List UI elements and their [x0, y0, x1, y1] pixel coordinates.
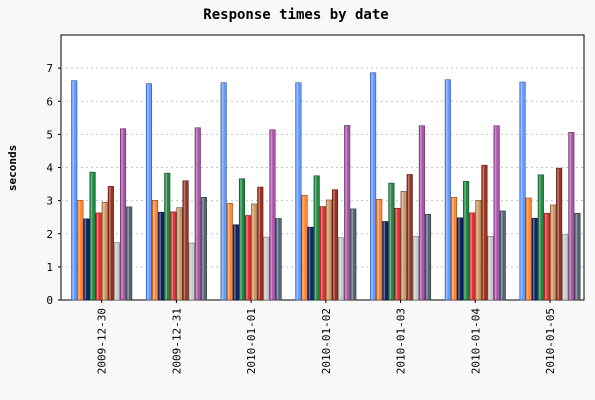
- y-axis-label: seconds: [6, 145, 19, 191]
- bar: [388, 182, 395, 301]
- x-axis-ticks: 2009-12-30 2009-12-31 2010-01-01 2010-01-02…: [96, 300, 557, 374]
- y-tick-label: 7: [46, 62, 53, 75]
- y-tick-label: 6: [46, 95, 53, 108]
- bar: [519, 81, 526, 301]
- bar: [275, 218, 282, 301]
- bar: [152, 199, 159, 301]
- bar: [574, 212, 581, 301]
- bar: [456, 217, 464, 301]
- bar: [101, 201, 108, 301]
- bar: [344, 125, 351, 301]
- bar: [83, 218, 90, 301]
- bar: [307, 226, 314, 301]
- y-axis-ticks: 0 1 2 3 4 5 6 7: [46, 62, 61, 307]
- bar: [170, 211, 177, 301]
- bar: [469, 212, 476, 301]
- bar: [251, 203, 258, 301]
- bar: [95, 212, 102, 301]
- bar: [113, 242, 120, 301]
- bar: [145, 83, 153, 301]
- bar: [406, 174, 413, 301]
- bar: [220, 82, 227, 301]
- bar: [412, 236, 419, 301]
- bar: [257, 186, 264, 301]
- bar: [549, 204, 557, 301]
- bar: [120, 128, 127, 301]
- bar: [158, 211, 165, 301]
- bar: [394, 207, 401, 301]
- bar: [338, 237, 345, 301]
- x-tick-label: 2009-12-30: [96, 308, 109, 374]
- x-tick-label: 2010-01-05: [544, 308, 557, 374]
- bar: [537, 174, 544, 301]
- bar: [176, 207, 183, 301]
- bar: [331, 189, 339, 301]
- bar: [543, 212, 550, 301]
- bar: [188, 242, 195, 301]
- bar: [325, 199, 332, 301]
- bar: [182, 180, 189, 301]
- bar: [269, 129, 276, 301]
- bar: [71, 80, 78, 301]
- bar: [301, 195, 308, 301]
- y-tick-label: 0: [46, 294, 53, 307]
- bar: [376, 199, 383, 301]
- x-tick-label: 2010-01-03: [395, 308, 408, 374]
- bar: [295, 82, 302, 301]
- bars: [71, 72, 581, 301]
- y-tick-label: 3: [46, 195, 53, 208]
- bar: [232, 224, 239, 301]
- bar: [444, 79, 451, 301]
- bar: [226, 202, 233, 301]
- bar: [313, 175, 320, 301]
- y-tick-label: 4: [46, 162, 53, 175]
- bar: [382, 221, 389, 301]
- bar: [107, 186, 114, 301]
- x-tick-label: 2010-01-01: [245, 308, 258, 374]
- bar: [194, 127, 201, 301]
- bar: [245, 215, 252, 301]
- bar: [370, 72, 377, 301]
- x-tick-label: 2010-01-02: [320, 308, 333, 374]
- bar: [319, 206, 326, 301]
- y-tick-label: 5: [46, 128, 53, 141]
- y-tick-label: 1: [46, 261, 53, 274]
- x-tick-label: 2010-01-04: [469, 308, 482, 375]
- bar: [238, 178, 246, 301]
- bar: [424, 213, 432, 301]
- bar: [531, 217, 538, 301]
- bar: [164, 172, 171, 301]
- bar: [481, 164, 488, 301]
- bar: [463, 181, 470, 301]
- bar: [450, 197, 457, 301]
- bar: [400, 191, 407, 301]
- bar: [77, 199, 84, 301]
- y-tick-label: 2: [46, 228, 53, 241]
- bar: [200, 197, 207, 301]
- bar: [562, 234, 569, 301]
- bar: [499, 210, 506, 301]
- chart-title: Response times by date: [203, 7, 388, 23]
- bar: [89, 171, 96, 301]
- bar: [556, 167, 563, 301]
- x-tick-label: 2009-12-31: [170, 308, 183, 374]
- bar: [350, 208, 357, 301]
- bar: [418, 125, 425, 301]
- bar: [487, 236, 494, 301]
- bar: [568, 132, 575, 301]
- bar: [475, 199, 482, 301]
- bar: [263, 236, 270, 301]
- bar: [525, 197, 532, 301]
- bar: [493, 125, 500, 301]
- bar: [126, 206, 133, 301]
